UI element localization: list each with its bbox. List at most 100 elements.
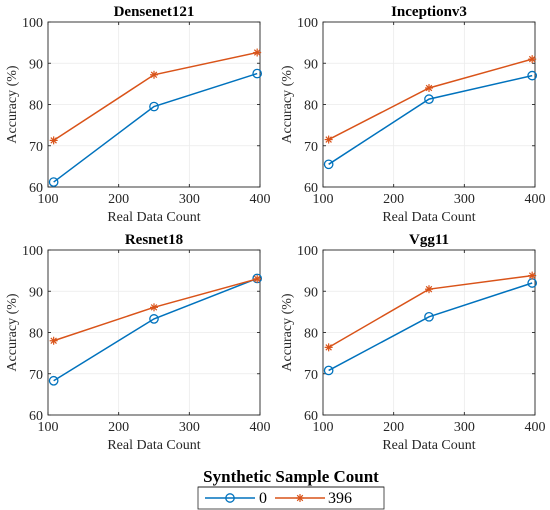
x-tick-label: 400: [250, 420, 271, 435]
data-point-circle: [424, 311, 434, 322]
series-line-396: [53, 278, 258, 342]
x-tick-label: 300: [454, 420, 475, 435]
data-point-asterisk-stroke-3: [528, 55, 536, 63]
y-tick-label: 60: [29, 409, 43, 424]
y-tick-label: 100: [22, 16, 43, 31]
y-axis-label: Accuracy (%): [280, 293, 295, 371]
chart-panels: 100 200 300 400 60 70 80 90 100 Densenet121 Real D…: [5, 4, 546, 453]
x-axis-label: Real Data Count: [107, 210, 200, 225]
panel-title: Resnet18: [125, 232, 183, 248]
x-axis-label: Real Data Count: [107, 438, 200, 453]
legend-box: [197, 486, 385, 510]
data-point-asterisk-stroke-3: [50, 337, 57, 345]
legend-title: Synthetic Sample Count: [203, 467, 379, 486]
series-0: [323, 70, 538, 170]
data-point-asterisk: [49, 136, 58, 145]
x-tick-label: 200: [108, 192, 129, 207]
y-tick-label: 100: [22, 244, 43, 259]
legend-asterisk-shape: [296, 494, 304, 502]
y-tick-label: 100: [297, 16, 318, 31]
y-tick-label: 70: [304, 368, 318, 383]
x-axis-label: Real Data Count: [382, 210, 475, 225]
series-line-0: [328, 282, 533, 372]
series-line-0: [53, 277, 258, 382]
x-axis-label: Real Data Count: [382, 438, 475, 453]
data-point-circle: [527, 70, 538, 81]
x-tick-label: 200: [383, 192, 404, 207]
data-point-circle: [252, 68, 263, 79]
legend: Synthetic Sample Count 0 396: [197, 467, 385, 510]
x-tick-label: 400: [250, 192, 271, 207]
data-point-asterisk-stroke-3: [50, 137, 57, 144]
data-point-asterisk-stroke-3: [325, 344, 332, 351]
y-tick-label: 80: [304, 99, 318, 114]
x-tick-label: 300: [454, 192, 475, 207]
series-396: [324, 271, 537, 352]
panel-title: Vgg11: [409, 232, 449, 248]
y-tick-label: 90: [304, 57, 318, 72]
data-point-circle: [424, 94, 434, 104]
data-point-circle: [149, 314, 159, 324]
data-point-asterisk-stroke-3: [253, 275, 261, 283]
x-tick-label: 100: [38, 192, 59, 207]
x-tick-label: 100: [38, 420, 59, 435]
data-point-asterisk: [324, 343, 333, 352]
panel-1: 100 200 300 400 60 70 80 90 100 Inceptionv3 Real D…: [280, 4, 546, 225]
series-line-0: [53, 72, 258, 183]
x-tick-label: 100: [313, 420, 334, 435]
x-tick-label: 100: [313, 192, 334, 207]
series-line-396: [328, 274, 533, 348]
y-tick-label: 80: [304, 327, 318, 342]
panel-3: 100 200 300 400 60 70 80 90 100 Vgg11 Real Data Co…: [280, 232, 546, 453]
legend-label-396: 396: [328, 490, 352, 507]
y-tick-label: 90: [29, 285, 43, 300]
y-axis-label: Accuracy (%): [5, 65, 20, 143]
y-tick-label: 100: [297, 244, 318, 259]
data-point-asterisk: [528, 55, 537, 64]
legend-label-0: 0: [259, 490, 267, 507]
series-396: [49, 48, 262, 145]
y-tick-label: 90: [29, 57, 43, 72]
legend-entry-0: 0: [205, 490, 267, 507]
data-point-circle: [149, 101, 159, 112]
y-axis-label: Accuracy (%): [280, 65, 295, 143]
series-line-0: [328, 74, 533, 165]
x-tick-label: 400: [525, 192, 546, 207]
y-axis-label: Accuracy (%): [5, 293, 20, 371]
data-point-asterisk: [425, 285, 433, 294]
x-tick-label: 200: [383, 420, 404, 435]
data-point-circle: [323, 159, 334, 170]
x-tick-label: 200: [108, 420, 129, 435]
data-point-asterisk-stroke-3: [253, 49, 261, 56]
data-point-asterisk-stroke-3: [425, 285, 433, 293]
y-tick-label: 70: [29, 368, 43, 383]
data-point-asterisk: [425, 84, 433, 92]
data-point-asterisk-stroke-3: [325, 136, 332, 143]
y-tick-label: 60: [304, 409, 318, 424]
y-tick-label: 60: [29, 181, 43, 196]
legend-entry-396: 396: [275, 490, 352, 507]
y-tick-label: 80: [29, 99, 43, 114]
data-point-asterisk-stroke-3: [150, 304, 158, 311]
y-tick-label: 90: [304, 285, 318, 300]
series-0: [323, 278, 538, 376]
x-tick-label: 300: [179, 192, 200, 207]
data-point-asterisk: [324, 135, 333, 144]
data-point-circle: [323, 365, 334, 376]
data-point-asterisk: [528, 271, 537, 280]
legend-circle-marker-icon: [225, 493, 235, 503]
y-tick-label: 70: [304, 140, 318, 155]
data-point-asterisk: [150, 70, 158, 79]
data-point-asterisk: [253, 48, 262, 57]
panel-title: Densenet121: [114, 4, 195, 20]
data-point-asterisk: [150, 303, 158, 312]
data-point-asterisk-stroke-3: [425, 84, 433, 92]
x-tick-label: 300: [179, 420, 200, 435]
panel-title: Inceptionv3: [391, 4, 467, 20]
legend-asterisk-shape-stroke-3: [296, 494, 304, 502]
data-point-asterisk: [49, 336, 58, 345]
data-point-circle: [48, 375, 59, 386]
data-point-asterisk-stroke-3: [528, 272, 536, 279]
panel-2: 100 200 300 400 60 70 80 90 100 Resnet18 Real Data…: [5, 232, 271, 453]
